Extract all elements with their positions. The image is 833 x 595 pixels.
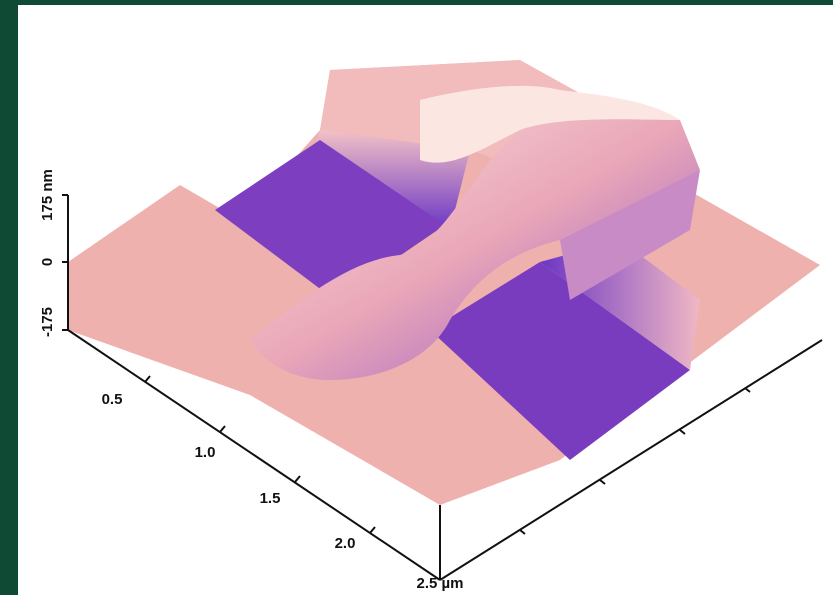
x-tick-label: 2.5 µm [417,575,464,592]
z-tick-label: -175 [39,307,56,337]
x-tick-label: 0.5 [102,391,123,408]
x-tick-label: 1.0 [195,444,216,461]
z-tick-label: 175 nm [39,169,56,221]
afm-image: 175 nm 0 -175 0.5 1.0 1.5 2.0 2.5 µm [0,0,833,595]
z-tick-label: 0 [39,258,56,266]
x-tick-label: 1.5 [260,490,281,507]
x-tick-label: 2.0 [335,535,356,552]
